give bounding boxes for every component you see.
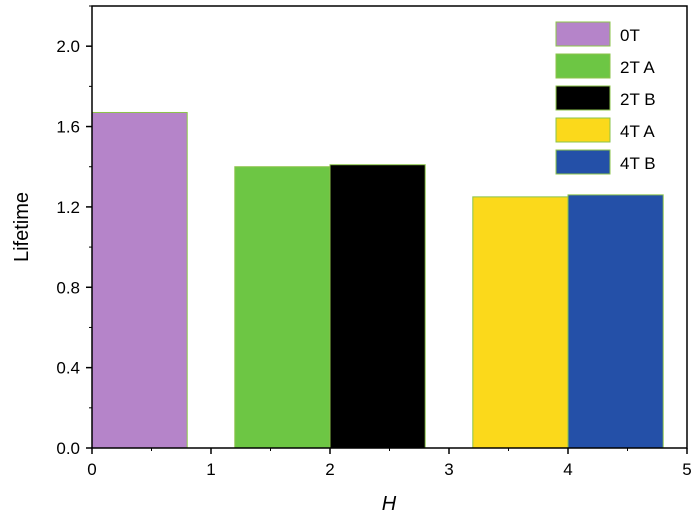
bar-4t-b [567, 194, 664, 449]
x-tick-label: 0 [87, 460, 96, 479]
y-tick-label: 0.8 [56, 278, 80, 297]
legend-label: 4T A [620, 122, 655, 141]
x-tick-label: 2 [325, 460, 334, 479]
legend-swatch [555, 85, 611, 111]
bars-layer [91, 111, 664, 449]
y-tick-label: 2.0 [56, 37, 80, 56]
y-tick-label: 0.0 [56, 439, 80, 458]
x-tick-label: 4 [563, 460, 572, 479]
x-tick-label: 5 [682, 460, 691, 479]
x-tick-label: 3 [444, 460, 453, 479]
legend-label: 4T B [620, 154, 656, 173]
legend-swatch [555, 53, 611, 79]
x-axis-title: H [382, 493, 397, 515]
legend-label: 0T [620, 26, 640, 45]
x-tick-label: 1 [206, 460, 215, 479]
legend-label: 2T B [620, 90, 656, 109]
legend-swatch [555, 149, 611, 175]
bar-4t-a [472, 196, 569, 449]
y-axis-ticks: 0.0 0.4 0.8 1.2 1.6 2.0 [56, 5, 92, 458]
legend-swatch [555, 21, 611, 47]
bar-2t-a [234, 166, 331, 449]
bar-2t-b [329, 164, 426, 449]
x-axis-ticks: 0 1 2 3 4 5 [87, 448, 692, 479]
legend-label: 2T A [620, 58, 655, 77]
y-axis-title: Lifetime [11, 192, 33, 262]
y-tick-label: 1.2 [56, 198, 80, 217]
y-tick-label: 1.6 [56, 118, 80, 137]
y-tick-label: 0.4 [56, 359, 80, 378]
bar-0t [91, 111, 188, 449]
legend-swatch [555, 117, 611, 143]
legend: 0T 2T A 2T B 4T A 4T B [555, 21, 656, 175]
